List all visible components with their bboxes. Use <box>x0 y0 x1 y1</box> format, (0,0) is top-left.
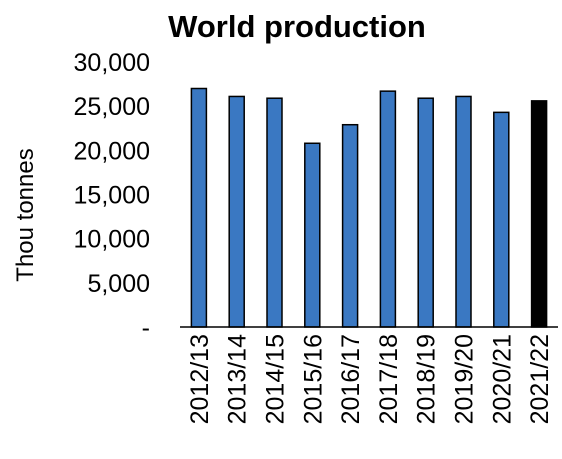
bar <box>530 100 548 328</box>
bar <box>493 111 510 328</box>
y-tick-label: 15,000 <box>74 182 150 210</box>
bar <box>266 97 283 328</box>
y-axis-ticks: - 5,000 10,000 15,000 20,000 25,000 30,000 <box>74 49 150 342</box>
bar <box>304 142 321 328</box>
x-tick-label: 2014/15 <box>262 334 290 424</box>
bar <box>228 95 245 328</box>
bar <box>190 87 208 328</box>
x-tick-label: 2016/17 <box>337 334 365 424</box>
bar <box>341 123 359 328</box>
y-tick-label: 10,000 <box>74 226 150 254</box>
x-tick-label: 2013/14 <box>224 334 252 424</box>
chart-title: World production <box>168 9 426 44</box>
y-tick-label: - <box>142 314 150 342</box>
bar <box>417 97 434 328</box>
y-tick-label: 25,000 <box>74 93 150 121</box>
x-tick-label: 2012/13 <box>186 334 214 424</box>
x-tick-label: 2019/20 <box>451 334 479 424</box>
y-tick-label: 30,000 <box>74 49 150 77</box>
y-tick-label: 20,000 <box>74 137 150 165</box>
y-axis-label: Thou tonnes <box>12 148 39 281</box>
x-tick-label: 2018/19 <box>413 334 441 424</box>
x-axis-ticks: 2012/13 2013/14 2014/15 2015/16 2016/17 2017/… <box>186 334 554 424</box>
bar <box>455 95 472 328</box>
bar <box>379 90 397 328</box>
x-tick-label: 2017/18 <box>375 334 403 424</box>
x-tick-label: 2021/22 <box>526 334 554 424</box>
x-tick-label: 2020/21 <box>488 334 516 424</box>
bars <box>190 87 548 328</box>
y-tick-label: 5,000 <box>87 270 150 298</box>
x-tick-label: 2015/16 <box>299 334 327 424</box>
